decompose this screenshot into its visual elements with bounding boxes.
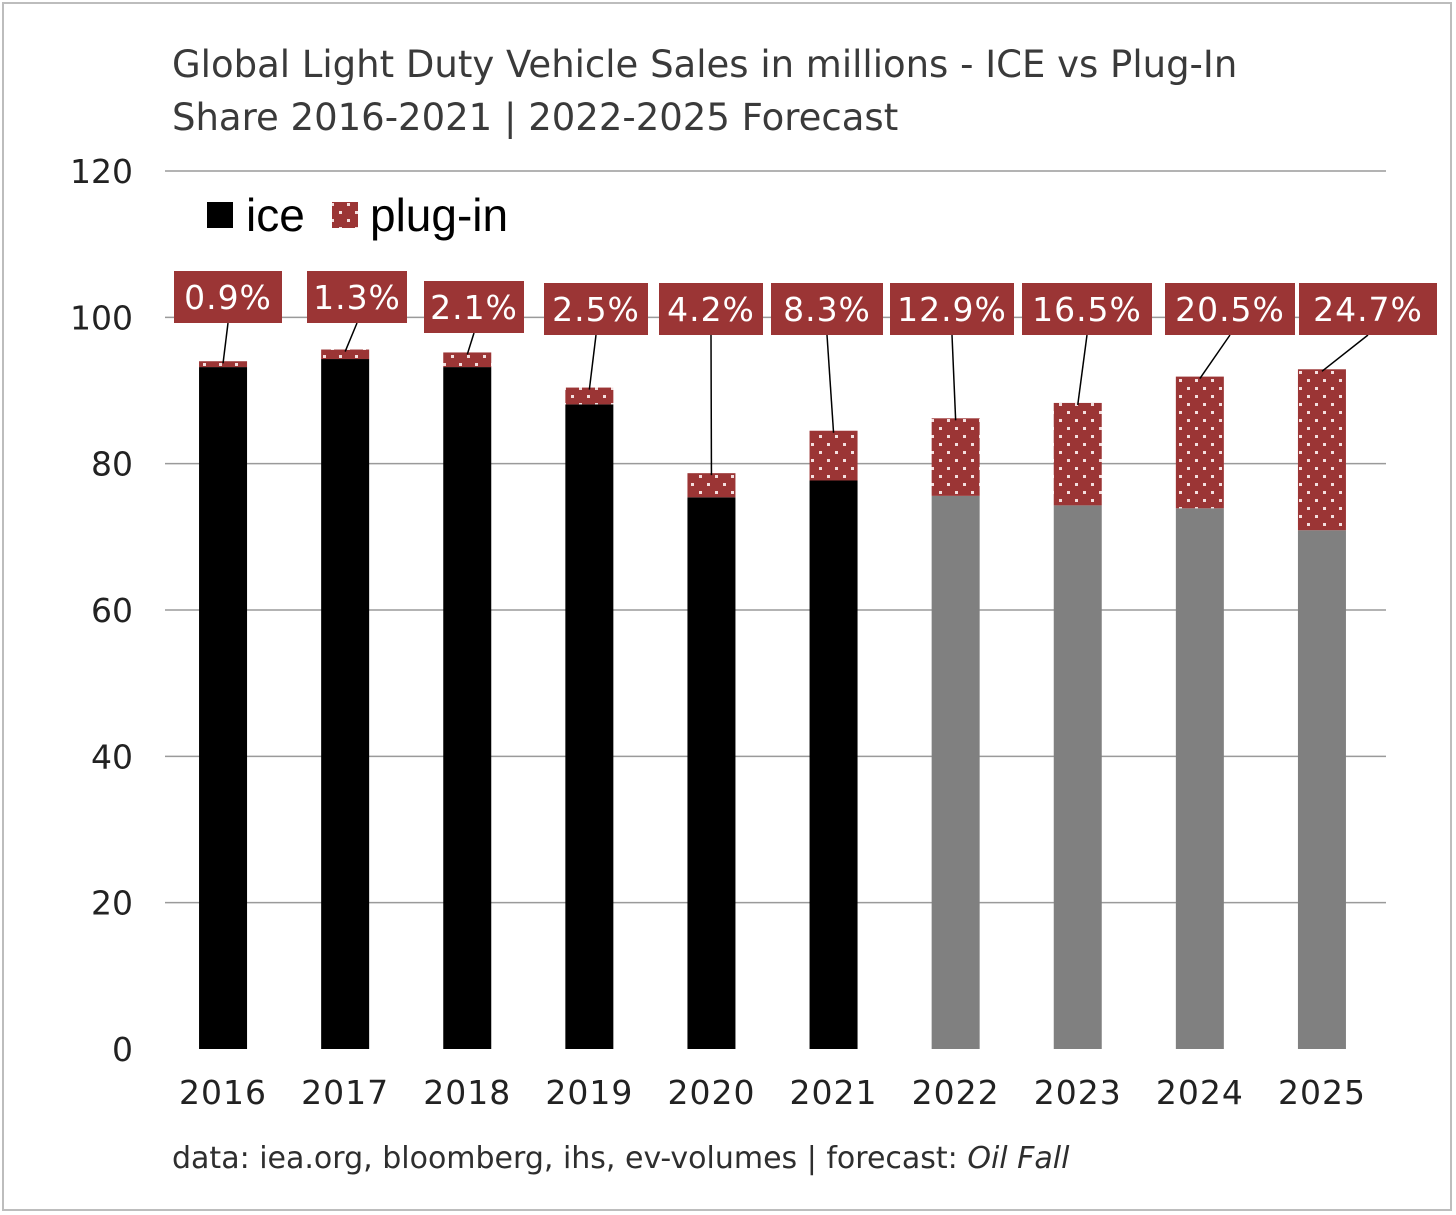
leader-2023 bbox=[1077, 334, 1088, 406]
bar-plug-in-2025 bbox=[1297, 369, 1346, 531]
data-label-2020: 4.2% bbox=[667, 290, 755, 329]
legend-label-plug-in: plug-in bbox=[370, 189, 508, 241]
y-tick-20: 20 bbox=[91, 884, 133, 923]
chart-title: Global Light Duty Vehicle Sales in milli… bbox=[172, 38, 1372, 144]
x-axis-tick-labels: 2016 2017 2018 2019 2020 2021 2022 2023 2024 2025 bbox=[179, 1073, 1366, 1112]
data-label-box-2018 bbox=[424, 281, 524, 333]
x-tick-2022: 2022 bbox=[912, 1073, 1000, 1112]
bar-plug-in-2022 bbox=[931, 418, 980, 496]
x-tick-2016: 2016 bbox=[179, 1073, 267, 1112]
data-label-2023: 16.5% bbox=[1032, 290, 1142, 329]
data-label-box-2019 bbox=[544, 283, 648, 335]
y-axis-tick-labels: 0 20 40 60 80 100 120 bbox=[70, 152, 133, 1069]
leader-2016 bbox=[222, 322, 229, 364]
legend-swatch-ice bbox=[207, 202, 233, 228]
y-tick-40: 40 bbox=[91, 737, 133, 776]
leader-2022 bbox=[951, 334, 957, 421]
chart-title-line-2: Share 2016-2021 | 2022-2025 Forecast bbox=[172, 96, 899, 139]
bar-plug-in-2016 bbox=[199, 361, 248, 368]
x-tick-2024: 2024 bbox=[1156, 1073, 1244, 1112]
bar-plug-in-2017 bbox=[321, 349, 370, 360]
leader-2019 bbox=[588, 334, 597, 390]
data-label-box-2023 bbox=[1022, 283, 1152, 335]
data-label-2021: 8.3% bbox=[783, 290, 871, 329]
data-label-box-2022 bbox=[890, 283, 1014, 335]
bar-plug-in-2021 bbox=[809, 430, 858, 481]
x-tick-2025: 2025 bbox=[1278, 1073, 1366, 1112]
data-label-box-2017 bbox=[307, 271, 407, 323]
legend-label-ice: ice bbox=[246, 189, 305, 241]
leader-2024 bbox=[1199, 334, 1231, 380]
data-labels: 0.9% 1.3% 2.1% 2.5% 4.2% 8.3% 12.9% 16.5% 20.5% 2… bbox=[174, 271, 1437, 335]
bars bbox=[199, 349, 1346, 1049]
data-label-box-2021 bbox=[771, 283, 883, 335]
data-label-2025: 24.7% bbox=[1313, 290, 1423, 329]
data-label-box-2016 bbox=[174, 271, 282, 323]
x-tick-2023: 2023 bbox=[1034, 1073, 1122, 1112]
bar-plug-in-2020 bbox=[687, 473, 736, 498]
bar-ice-2020 bbox=[687, 497, 736, 1049]
bar-ice-2021 bbox=[809, 480, 858, 1049]
bar-ice-2016 bbox=[199, 367, 248, 1049]
x-tick-2018: 2018 bbox=[423, 1073, 511, 1112]
bar-plug-in-2023 bbox=[1053, 402, 1102, 506]
data-label-2024: 20.5% bbox=[1175, 290, 1285, 329]
bar-ice-2022 bbox=[931, 495, 980, 1049]
y-tick-100: 100 bbox=[70, 298, 133, 337]
data-label-2017: 1.3% bbox=[313, 278, 401, 317]
chart-source-note: data: iea.org, bloomberg, ihs, ev-volume… bbox=[172, 1141, 1069, 1176]
bar-ice-2018 bbox=[443, 367, 492, 1049]
source-text: data: iea.org, bloomberg, ihs, ev-volume… bbox=[172, 1141, 968, 1176]
data-label-leaders bbox=[222, 322, 1369, 476]
bar-ice-2023 bbox=[1053, 505, 1102, 1049]
chart-title-line-1: Global Light Duty Vehicle Sales in milli… bbox=[172, 43, 1238, 86]
bar-ice-2019 bbox=[565, 404, 614, 1049]
data-label-2019: 2.5% bbox=[552, 290, 640, 329]
data-label-2018: 2.1% bbox=[430, 288, 518, 327]
x-tick-2019: 2019 bbox=[545, 1073, 633, 1112]
data-label-2022: 12.9% bbox=[897, 290, 1007, 329]
data-label-box-2024 bbox=[1165, 283, 1295, 335]
x-tick-2021: 2021 bbox=[790, 1073, 878, 1112]
bar-plug-in-2018 bbox=[443, 352, 492, 368]
data-label-box-2020 bbox=[659, 283, 763, 335]
y-tick-80: 80 bbox=[91, 445, 133, 484]
bar-plug-in-2024 bbox=[1175, 376, 1224, 509]
bar-ice-2024 bbox=[1175, 508, 1224, 1049]
leader-2025 bbox=[1321, 334, 1369, 372]
y-tick-0: 0 bbox=[112, 1030, 133, 1069]
leader-2021 bbox=[826, 334, 835, 433]
forecast-source: Oil Fall bbox=[967, 1141, 1070, 1176]
x-tick-2020: 2020 bbox=[667, 1073, 755, 1112]
y-tick-120: 120 bbox=[70, 152, 133, 191]
leader-2018 bbox=[466, 332, 475, 355]
data-label-2016: 0.9% bbox=[184, 278, 272, 317]
bar-ice-2025 bbox=[1297, 530, 1346, 1049]
bar-ice-2017 bbox=[321, 359, 370, 1049]
bar-plug-in-2019 bbox=[565, 387, 614, 405]
x-tick-2017: 2017 bbox=[301, 1073, 389, 1112]
legend-swatch-plug-in bbox=[332, 202, 358, 228]
y-tick-60: 60 bbox=[91, 591, 133, 630]
legend: ice plug-in bbox=[207, 189, 508, 241]
data-label-box-2025 bbox=[1299, 283, 1437, 335]
leader-2017 bbox=[344, 322, 358, 352]
